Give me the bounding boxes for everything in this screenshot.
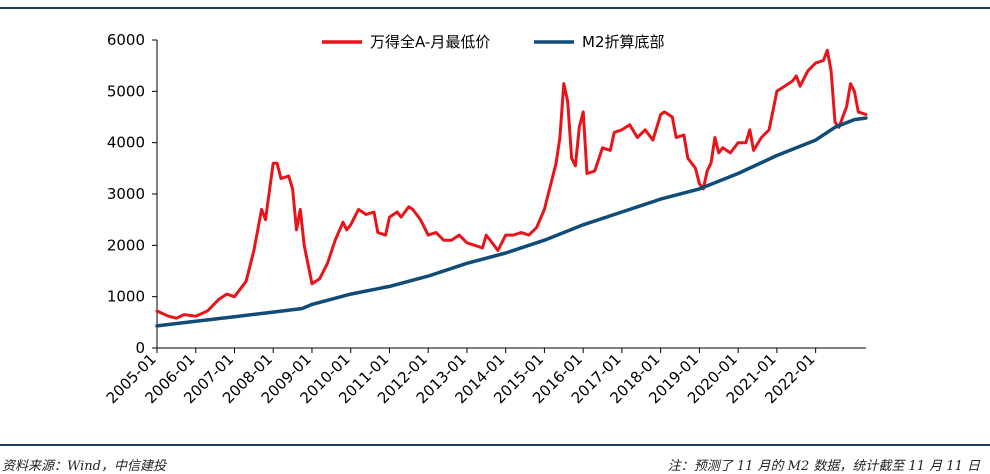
y-tick-label: 6000 [107,31,145,49]
y-tick-label: 5000 [107,82,145,100]
series-line-2 [155,116,868,328]
legend-label-2: M2折算底部 [582,33,665,51]
legend-label-1: 万得全A-月最低价 [370,33,490,51]
source-note: 资料来源：Wind，中信建投 [2,459,166,474]
top-rule [0,7,990,9]
footnote: 注：预测了 11 月的 M2 数据，统计截至 11 月 11 日 [667,459,980,474]
y-tick-label: 3000 [107,185,145,203]
y-tick-label: 2000 [107,236,145,254]
y-tick-label: 4000 [107,134,145,152]
y-tick-label: 1000 [107,288,145,306]
series-line-1 [155,48,868,320]
line-chart: 01000200030004000500060002005-012006-012… [103,31,868,407]
y-tick-label: 0 [135,339,145,357]
chart-series [155,48,868,328]
chart-legend: 万得全A-月最低价 M2折算底部 [322,33,665,51]
chart-axes: 01000200030004000500060002005-012006-012… [103,31,866,407]
bottom-rule [0,444,990,446]
